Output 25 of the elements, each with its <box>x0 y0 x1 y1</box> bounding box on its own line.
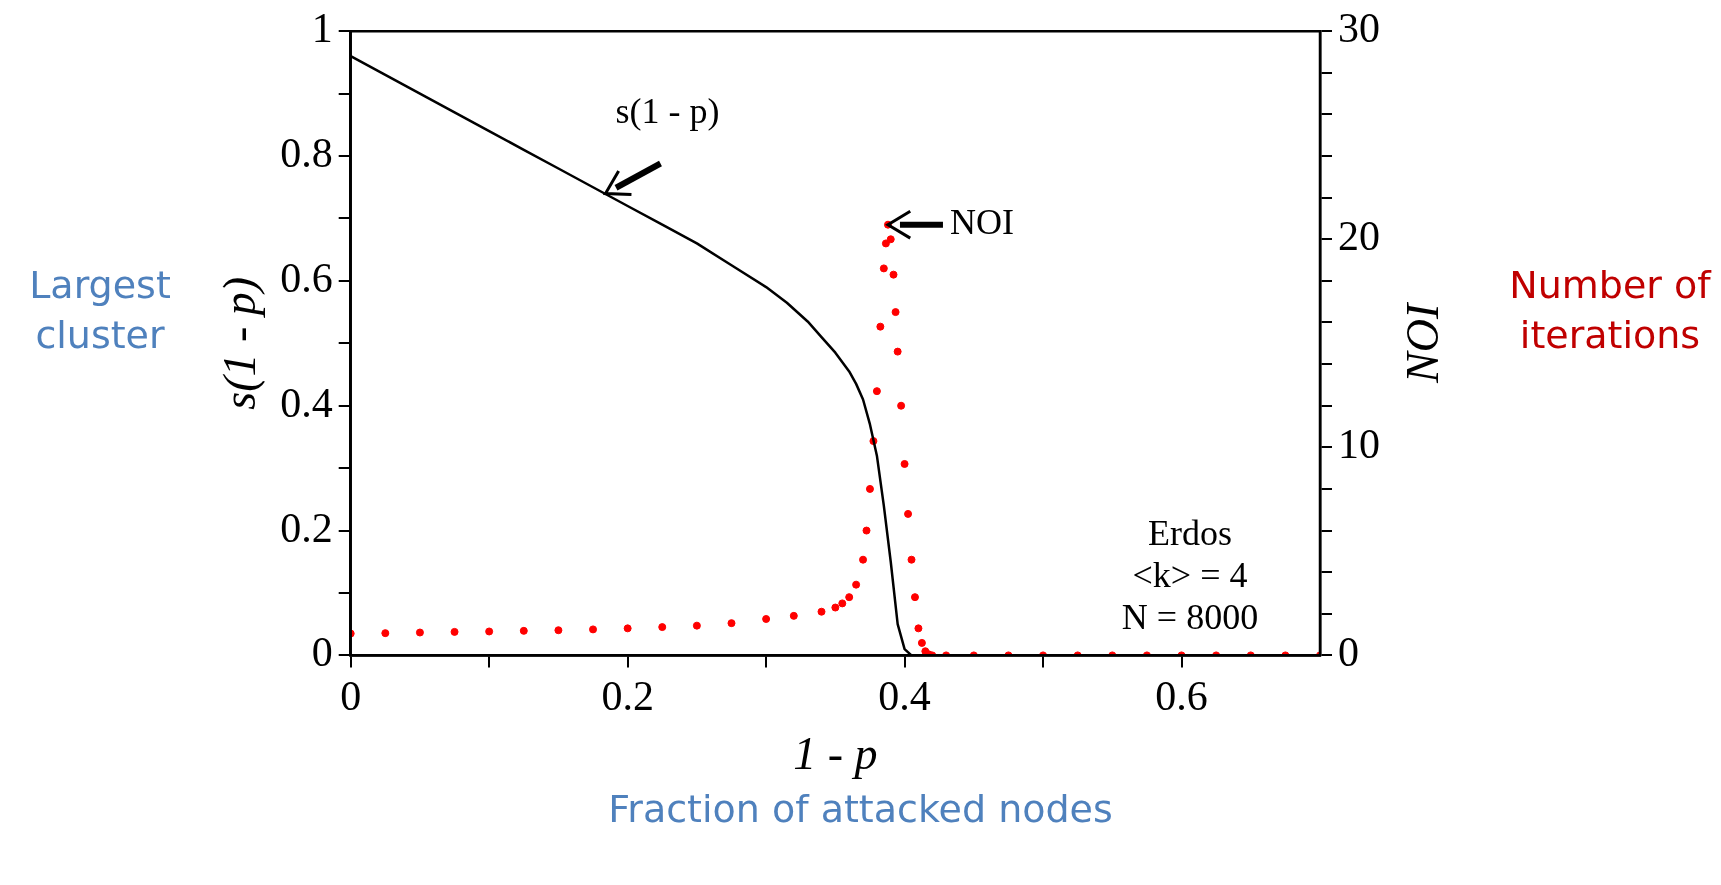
y-axis-title: s(1 - p) <box>213 276 265 410</box>
text: Fraction of attacked nodes <box>607 786 1114 834</box>
text: Number of iterations <box>1508 262 1713 359</box>
x-tick-label: 0.2 <box>601 672 654 719</box>
y-tick-label: 0.4 <box>280 379 333 426</box>
text: Largest cluster <box>28 262 172 359</box>
annotation: Erdos <box>1148 513 1232 554</box>
y-tick-label: 1 <box>311 5 333 52</box>
y-tick-label: 0 <box>311 629 333 676</box>
x-tick-label: 0.4 <box>878 672 931 719</box>
y2-tick-label: 10 <box>1338 421 1380 468</box>
y2-tick-label: 0 <box>1338 629 1359 676</box>
x-tick-label: 0.6 <box>1155 672 1208 719</box>
x-axis-title: 1 - p <box>793 728 878 780</box>
y2-axis-title: NOI <box>1397 301 1449 384</box>
annotation: N = 8000 <box>1121 597 1259 638</box>
y2-tick-label: 20 <box>1338 213 1380 260</box>
y-tick-label: 0.6 <box>280 254 333 301</box>
y2-tick-label: 30 <box>1338 5 1380 52</box>
y-tick-label: 0.8 <box>280 130 333 177</box>
x-tick-label: 0 <box>340 672 362 719</box>
annotation: s(1 - p) <box>615 90 720 131</box>
annotation: <k> = 4 <box>1132 555 1248 596</box>
annotation: NOI <box>949 202 1014 243</box>
y-tick-label: 0.2 <box>280 504 333 551</box>
